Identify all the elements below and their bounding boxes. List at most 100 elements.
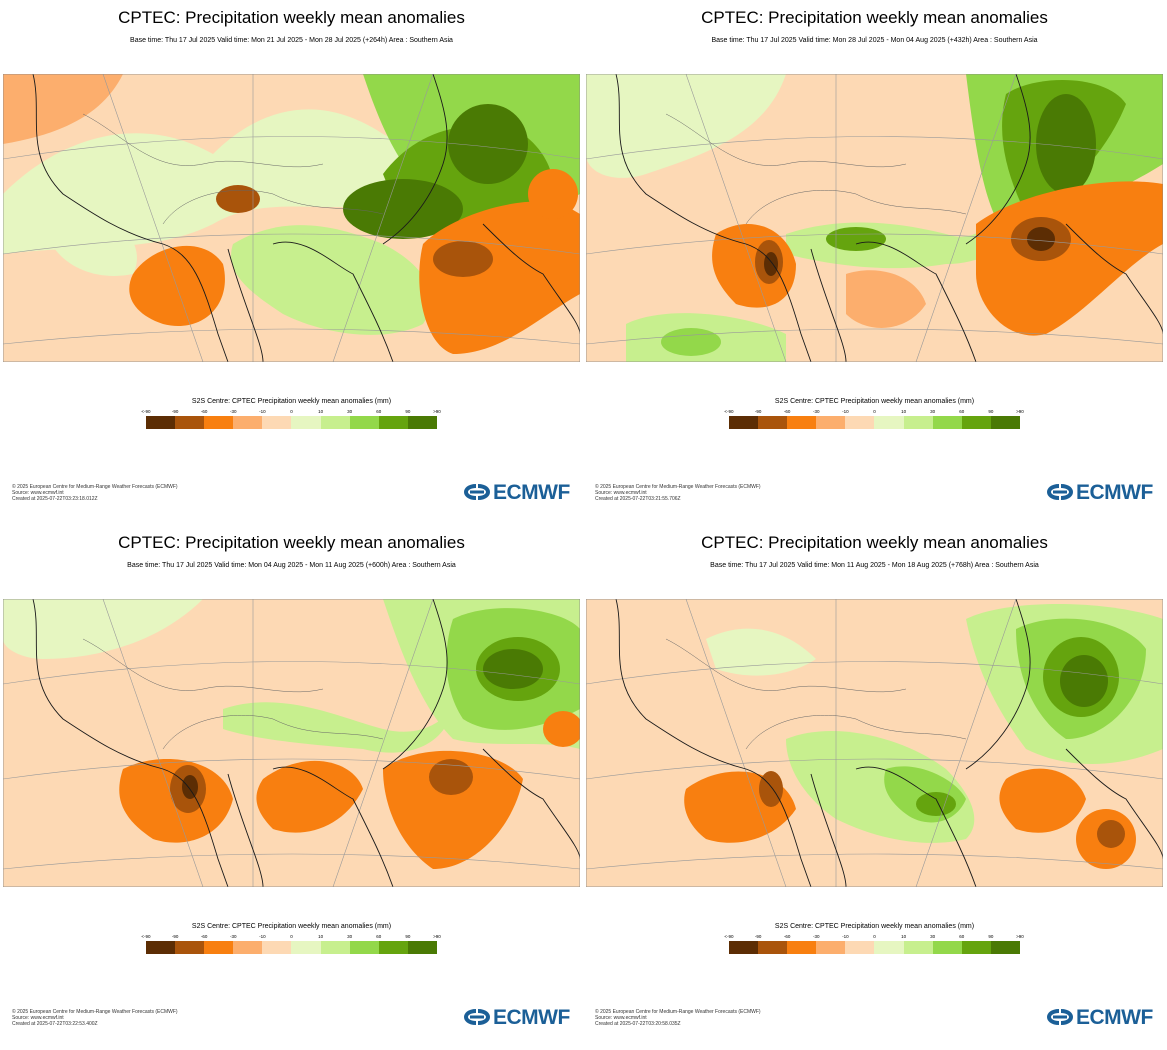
dry-region: [3, 74, 123, 144]
map-panel-3: CPTEC: Precipitation weekly mean anomali…: [0, 525, 583, 1050]
extreme-dry-core: [182, 775, 198, 799]
colorbar-swatch: [407, 416, 437, 429]
ecmwf-emblem-icon: [464, 484, 490, 500]
colorbar-tick-label: -10: [842, 409, 849, 414]
colorbar-title: S2S Centre: CPTEC Precipitation weekly m…: [191, 923, 392, 930]
colorbar-tick-label: 10: [318, 409, 324, 414]
dry-region: [419, 201, 580, 354]
graticule: [586, 74, 1163, 362]
precipitation-anomaly-map: [586, 74, 1163, 362]
colorbar-tick-label: -60: [783, 409, 791, 414]
colorbar-title: S2S Centre: CPTEC Precipitation weekly m…: [774, 923, 975, 930]
ecmwf-emblem-icon: [464, 1009, 490, 1025]
colorbar-ticks: <-90 -90 -60 -30 -10 0 10 30 60 90 >90: [724, 409, 1023, 417]
colorbar-tick-label: <-90: [141, 934, 151, 939]
colorbar-tick-label: >90: [433, 409, 441, 414]
credits: © 2025 European Centre for Medium-Range …: [12, 1009, 178, 1027]
graticule: [3, 74, 580, 362]
credit-line: Source: www.ecmwf.int: [12, 490, 64, 496]
wet-region: [43, 208, 137, 276]
credit-line: © 2025 European Centre for Medium-Range …: [595, 1009, 761, 1015]
colorbar-swatch: [787, 416, 817, 429]
colorbar-swatch: [729, 416, 759, 429]
colorbar-tick-label: 30: [930, 934, 936, 939]
colorbar-swatch: [845, 416, 875, 429]
strong-wet-core: [1060, 655, 1108, 707]
colorbar-swatch: [349, 416, 379, 429]
panel-subtitle: Base time: Thu 17 Jul 2025 Valid time: M…: [710, 562, 1039, 569]
panel-subtitle: Base time: Thu 17 Jul 2025 Valid time: M…: [130, 37, 453, 44]
extreme-dry-core: [764, 252, 778, 276]
wet-region: [223, 702, 453, 753]
colorbar-tick-label: 90: [405, 934, 411, 939]
colorbar-tick-label: -90: [171, 409, 179, 414]
panel-title: CPTEC: Precipitation weekly mean anomali…: [701, 8, 1048, 27]
colorbar-swatch: [845, 941, 875, 954]
ecmwf-logo: ECMWF: [1045, 1006, 1157, 1029]
map-svg: [586, 599, 1163, 887]
wet-region: [786, 214, 1008, 269]
map-svg: [3, 599, 580, 887]
colorbar-swatch: [729, 941, 759, 954]
colorbar-swatch: [378, 416, 408, 429]
colorbar-tick-label: -60: [200, 409, 208, 414]
coastline: [615, 599, 1163, 887]
coastline: [32, 599, 580, 887]
colorbar-tick-label: 10: [318, 934, 324, 939]
colorbar-tick-label: -60: [200, 934, 208, 939]
colorbar-swatch: [175, 416, 205, 429]
graticule: [586, 599, 1163, 887]
colorbar-swatch: [961, 416, 991, 429]
colorbar-swatch: [990, 416, 1020, 429]
dry-region: [129, 245, 225, 326]
logo-text: ECMWF: [493, 481, 570, 504]
strong-dry-core: [433, 241, 493, 277]
colorbar-ticks: <-90 -90 -60 -30 -10 0 10 30 60 90 >90: [724, 934, 1023, 942]
strong-wet-core: [448, 104, 528, 184]
colorbar-tick-label: -30: [230, 934, 237, 939]
credit-line: © 2025 European Centre for Medium-Range …: [12, 484, 178, 490]
panel-subtitle: Base time: Thu 17 Jul 2025 Valid time: M…: [711, 37, 1038, 44]
strong-dry-core: [429, 759, 473, 795]
colorbar-swatch: [262, 416, 292, 429]
credit-line: Created at 2025-07-22T03:20:58.035Z: [595, 1021, 681, 1027]
colorbar-swatch: [874, 941, 904, 954]
extreme-dry-core: [1027, 227, 1055, 251]
coastline: [32, 74, 580, 362]
logo-text: ECMWF: [1076, 1006, 1153, 1029]
colorbar-swatch: [204, 941, 234, 954]
colorbar-swatch: [961, 941, 991, 954]
colorbar-swatch: [233, 416, 263, 429]
colorbar-tick-label: -10: [842, 934, 849, 939]
colorbar-tick-label: 60: [376, 409, 382, 414]
credit-line: Created at 2025-07-22T03:21:55.706Z: [595, 496, 681, 502]
ecmwf-logo: ECMWF: [462, 481, 574, 504]
credits: © 2025 European Centre for Medium-Range …: [595, 484, 761, 502]
colorbar-swatch: [990, 941, 1020, 954]
ecmwf-logo: ECMWF: [1045, 481, 1157, 504]
colorbar-tick-label: 0: [290, 409, 293, 414]
colorbar-tick-label: -30: [813, 934, 820, 939]
strong-dry-core: [216, 185, 260, 213]
colorbar-tick-label: 60: [959, 934, 965, 939]
colorbar: [146, 416, 437, 429]
colorbar-title: S2S Centre: CPTEC Precipitation weekly m…: [774, 398, 975, 405]
colorbar-tick-label: 60: [376, 934, 382, 939]
credit-line: Source: www.ecmwf.int: [12, 1015, 64, 1021]
colorbar-tick-label: -30: [813, 409, 820, 414]
colorbar-swatch: [874, 416, 904, 429]
colorbar-swatch: [204, 416, 234, 429]
colorbar-swatch: [146, 941, 176, 954]
colorbar-swatch: [758, 941, 788, 954]
colorbar-tick-label: <-90: [724, 934, 734, 939]
colorbar-swatch: [233, 941, 263, 954]
colorbar-swatch: [903, 416, 933, 429]
colorbar-tick-label: 30: [347, 934, 353, 939]
strong-wet-core: [1036, 94, 1096, 194]
precipitation-anomaly-map: [586, 599, 1163, 887]
colorbar: [729, 941, 1020, 954]
strong-wet-core: [343, 179, 463, 239]
colorbar-swatch: [932, 941, 962, 954]
colorbar-tick-label: 10: [901, 409, 907, 414]
colorbar: [146, 941, 437, 954]
